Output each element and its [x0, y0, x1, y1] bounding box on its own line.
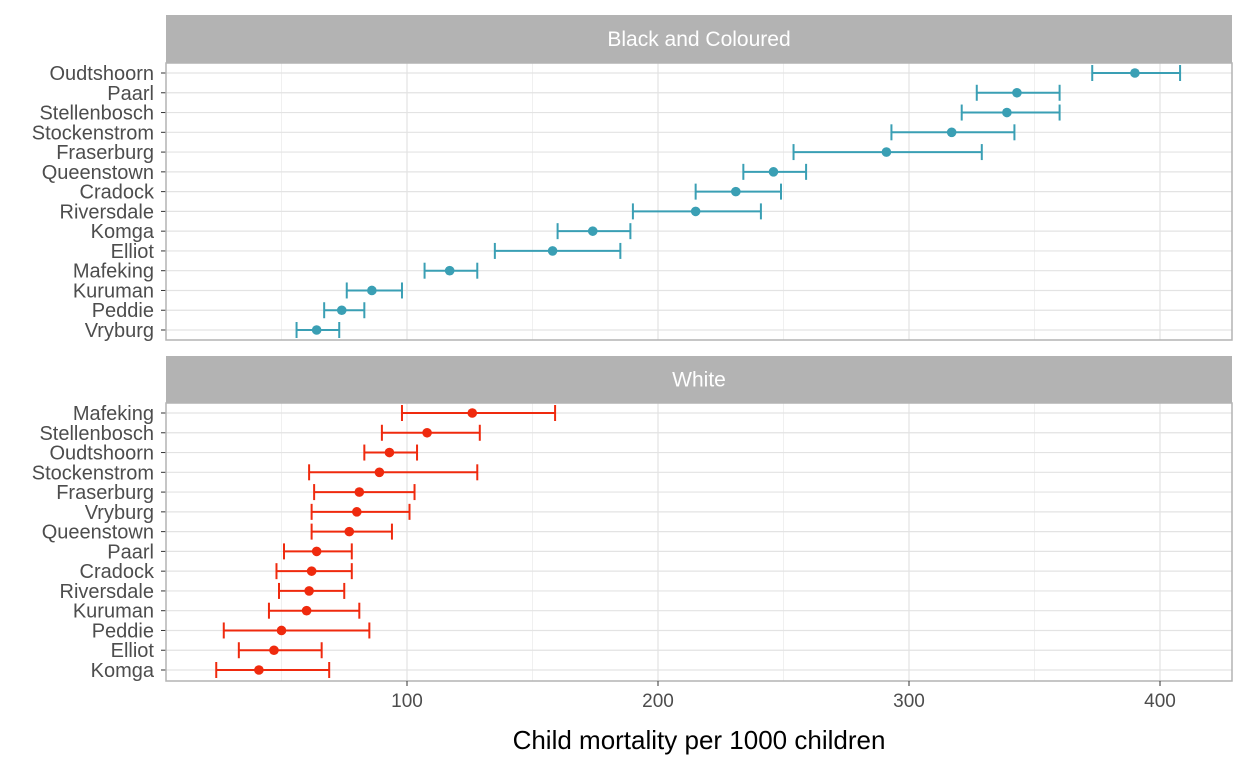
estimate-point: [254, 665, 264, 675]
estimate-point: [276, 625, 287, 636]
y-tick-label: Mafeking: [73, 403, 154, 425]
estimate-point: [311, 325, 322, 335]
estimate-point: [336, 305, 347, 316]
y-tick-label: Komga: [91, 221, 155, 243]
panel-background: [166, 403, 1232, 681]
y-tick-label: Oudtshoorn: [49, 63, 154, 85]
estimate-point: [352, 507, 362, 517]
y-tick-label: Paarl: [107, 83, 154, 105]
estimate-point: [304, 586, 314, 596]
y-tick-label: Fraserburg: [56, 142, 154, 164]
x-tick-label: 200: [642, 691, 674, 712]
panel-strip-label: Black and Coloured: [607, 28, 790, 51]
y-tick-label: Peddie: [92, 300, 154, 322]
estimate-point: [946, 127, 957, 138]
panel-border: [165, 402, 1233, 682]
panel-background: [166, 63, 1232, 340]
x-tick-label: 300: [893, 691, 925, 712]
y-tick-label: Elliot: [111, 640, 155, 662]
estimate-point: [1012, 87, 1022, 98]
panel-strip: [166, 15, 1232, 63]
panel-black-and-coloured: Black and Coloured OudtshoornPaarlStellen…: [32, 15, 1233, 342]
estimate-point: [301, 605, 312, 616]
panel-border: [165, 62, 1233, 341]
estimate-point: [587, 226, 598, 236]
y-tick-label: Oudtshoorn: [49, 443, 154, 465]
estimate-point: [547, 246, 558, 256]
estimate-point: [354, 487, 365, 497]
estimate-point: [374, 467, 385, 478]
estimate-point: [422, 427, 432, 438]
estimate-point: [731, 186, 741, 197]
x-tick-label: 400: [1144, 691, 1176, 712]
y-tick-label: Stockenstrom: [32, 122, 154, 144]
y-tick-label: Fraserburg: [56, 482, 154, 504]
estimate-point: [467, 408, 478, 418]
estimate-point: [1130, 68, 1140, 78]
y-tick-label: Vryburg: [85, 502, 154, 524]
panel-strip-label: White: [672, 369, 726, 392]
y-tick-label: Elliot: [111, 241, 155, 263]
x-tick-label: 100: [391, 691, 423, 712]
y-tick-label: Stellenbosch: [39, 103, 154, 125]
y-tick-label: Mafeking: [73, 261, 154, 283]
y-tick-label: Stellenbosch: [39, 423, 154, 445]
estimate-point: [367, 285, 377, 296]
y-tick-label: Vryburg: [85, 320, 154, 342]
y-tick-label: Riversdale: [60, 581, 154, 603]
y-tick-label: Queenstown: [42, 522, 154, 544]
estimate-point: [269, 645, 279, 656]
estimate-point: [311, 546, 322, 557]
estimate-point: [306, 566, 317, 576]
y-tick-label: Peddie: [92, 620, 154, 642]
y-tick-label: Kuruman: [73, 601, 154, 623]
y-tick-label: Paarl: [107, 541, 154, 563]
estimate-point: [384, 447, 395, 458]
y-tick-label: Stockenstrom: [32, 462, 154, 484]
estimate-point: [881, 147, 892, 157]
y-tick-label: Cradock: [80, 561, 155, 583]
panel-white: White MafekingStellenboschOudtshoornStock…: [32, 356, 1233, 682]
estimate-point: [444, 265, 455, 276]
y-tick-label: Riversdale: [60, 201, 154, 223]
x-axis-title: Child mortality per 1000 children: [513, 725, 886, 755]
y-tick-label: Cradock: [80, 182, 155, 204]
y-tick-label: Komga: [91, 660, 155, 682]
estimate-point: [768, 167, 779, 177]
y-tick-label: Kuruman: [73, 280, 154, 302]
estimate-point: [690, 206, 701, 217]
estimate-point: [1002, 107, 1012, 118]
y-tick-label: Queenstown: [42, 162, 154, 184]
panel-strip: [166, 356, 1232, 403]
estimate-point: [344, 526, 355, 537]
